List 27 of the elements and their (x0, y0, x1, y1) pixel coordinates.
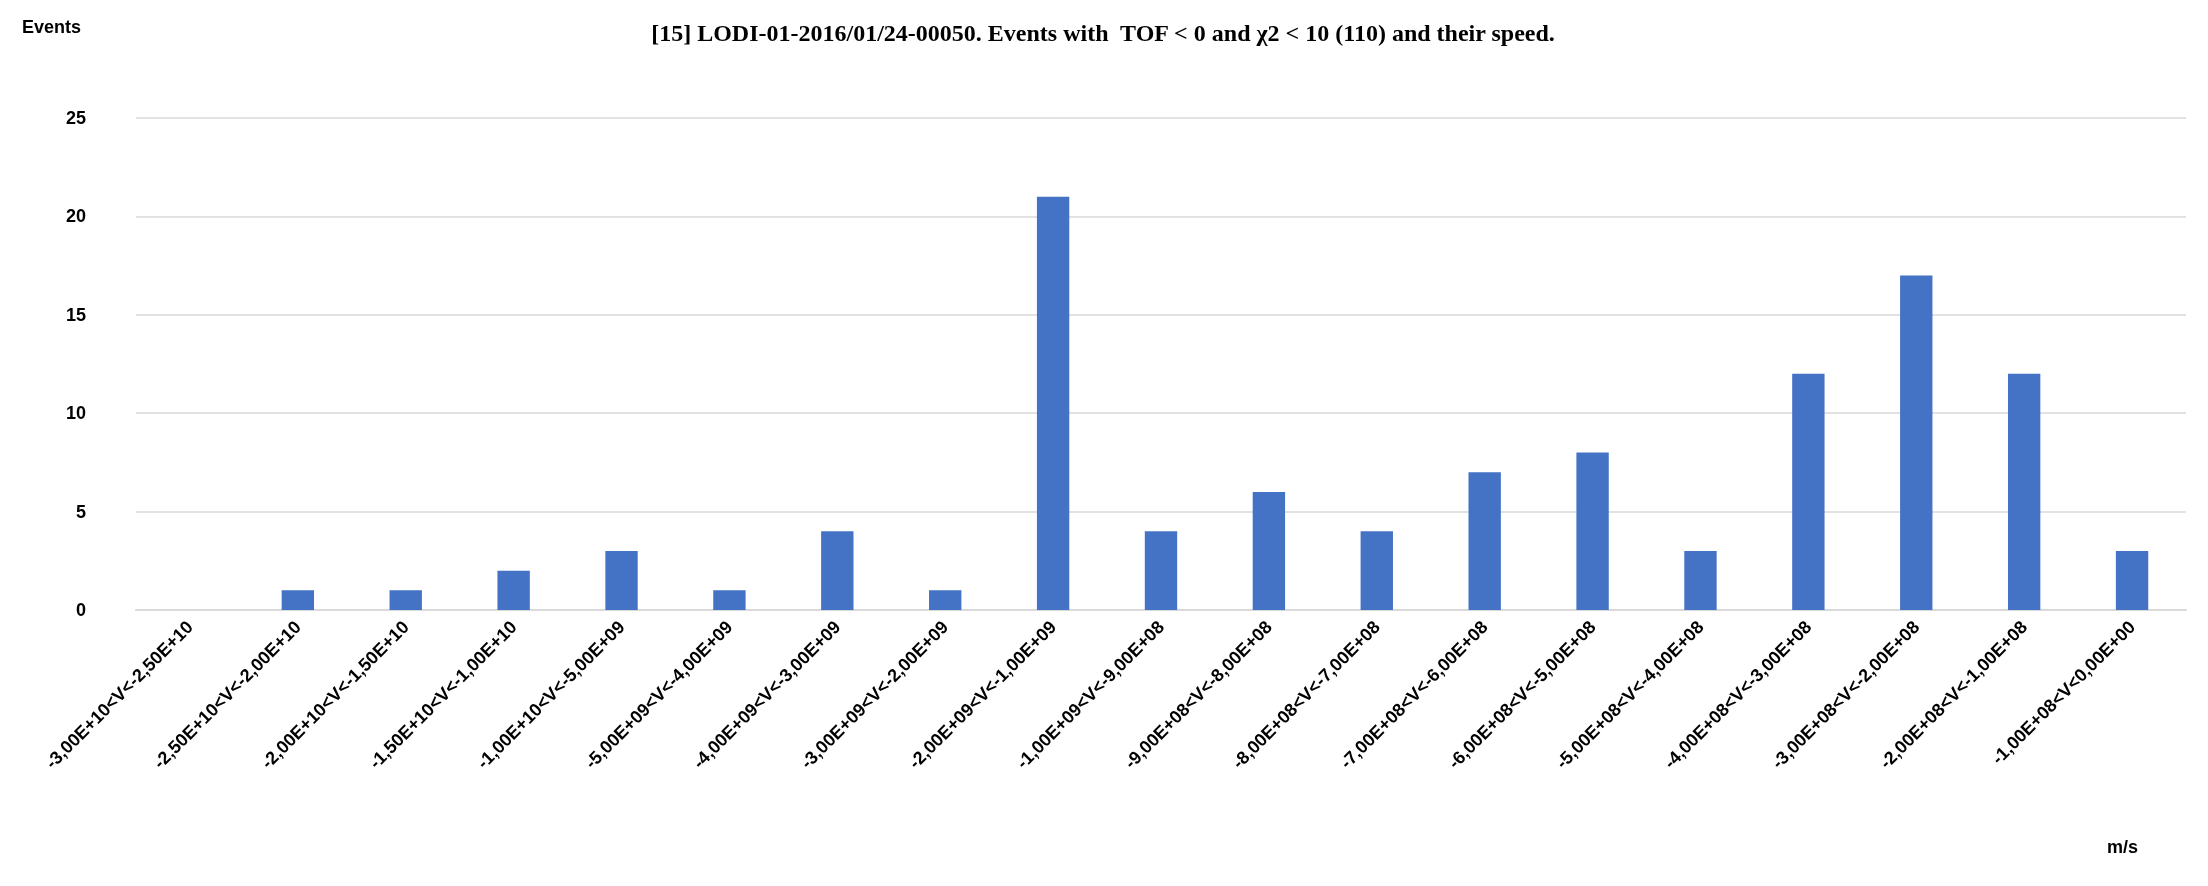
bar (1144, 531, 1178, 610)
bar (1036, 196, 1070, 610)
bar (1576, 452, 1609, 610)
bar (2115, 550, 2149, 610)
y-tick-label: 5 (75, 501, 86, 522)
bar (1468, 472, 1501, 610)
y-axis-title: Events (22, 17, 82, 37)
chart-title: [15] LODI-01-2016/01/24-00050. Events with TOF < 0 and χ2 < 10 (110) and their speed. (651, 20, 1555, 46)
x-axis-title: m/s (2106, 837, 2139, 857)
y-tick-label: 25 (65, 108, 86, 128)
bar (929, 590, 962, 610)
bar (1360, 531, 1393, 610)
y-tick-label: 10 (65, 403, 86, 424)
y-tick-label: 15 (65, 304, 86, 325)
bar (1792, 373, 1825, 610)
bar (497, 570, 530, 610)
bar (605, 550, 638, 610)
bar (821, 531, 854, 610)
bar (1252, 491, 1286, 610)
bar (713, 590, 746, 610)
y-tick-label: 0 (75, 600, 86, 620)
y-tick-label: 20 (65, 206, 86, 227)
bar (389, 590, 422, 610)
bar (2007, 373, 2041, 610)
bar (1900, 275, 1933, 610)
bar (1684, 550, 1717, 610)
bar (281, 590, 315, 610)
